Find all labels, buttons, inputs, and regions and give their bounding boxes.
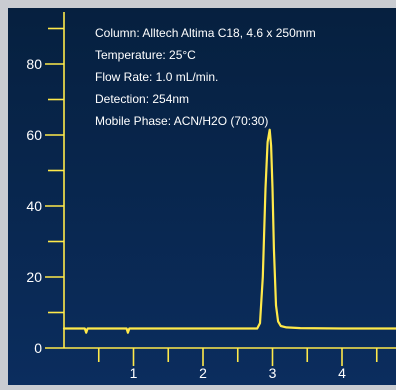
y-tick-label: 80 bbox=[26, 56, 42, 72]
x-tick-label: 3 bbox=[269, 365, 277, 381]
annotation-layer: Column: Alltech Altima C18, 4.6 x 250mm T… bbox=[95, 26, 316, 128]
chromatogram-trace bbox=[62, 128, 396, 334]
x-tick-label: 4 bbox=[338, 365, 346, 381]
annotation-line: Flow Rate: 1.0 mL/min. bbox=[95, 70, 218, 84]
plot-background bbox=[8, 8, 396, 385]
annotation-line: Detection: 254nm bbox=[95, 92, 189, 106]
annotation-line: Temperature: 25°C bbox=[95, 48, 196, 62]
y-tick-label: 60 bbox=[26, 127, 42, 143]
x-tick-label: 2 bbox=[199, 365, 207, 381]
x-tick-label: 1 bbox=[130, 365, 138, 381]
annotation-line: Column: Alltech Altima C18, 4.6 x 250mm bbox=[95, 26, 316, 40]
y-tick-label: 0 bbox=[34, 340, 42, 356]
annotation-line: Mobile Phase: ACN/H2O (70:30) bbox=[95, 114, 268, 128]
axes-layer: 0 20 40 60 80 1 2 3 4 bbox=[26, 12, 396, 381]
series-layer bbox=[62, 128, 396, 334]
y-tick-label: 20 bbox=[26, 269, 42, 285]
y-tick-label: 40 bbox=[26, 198, 42, 214]
